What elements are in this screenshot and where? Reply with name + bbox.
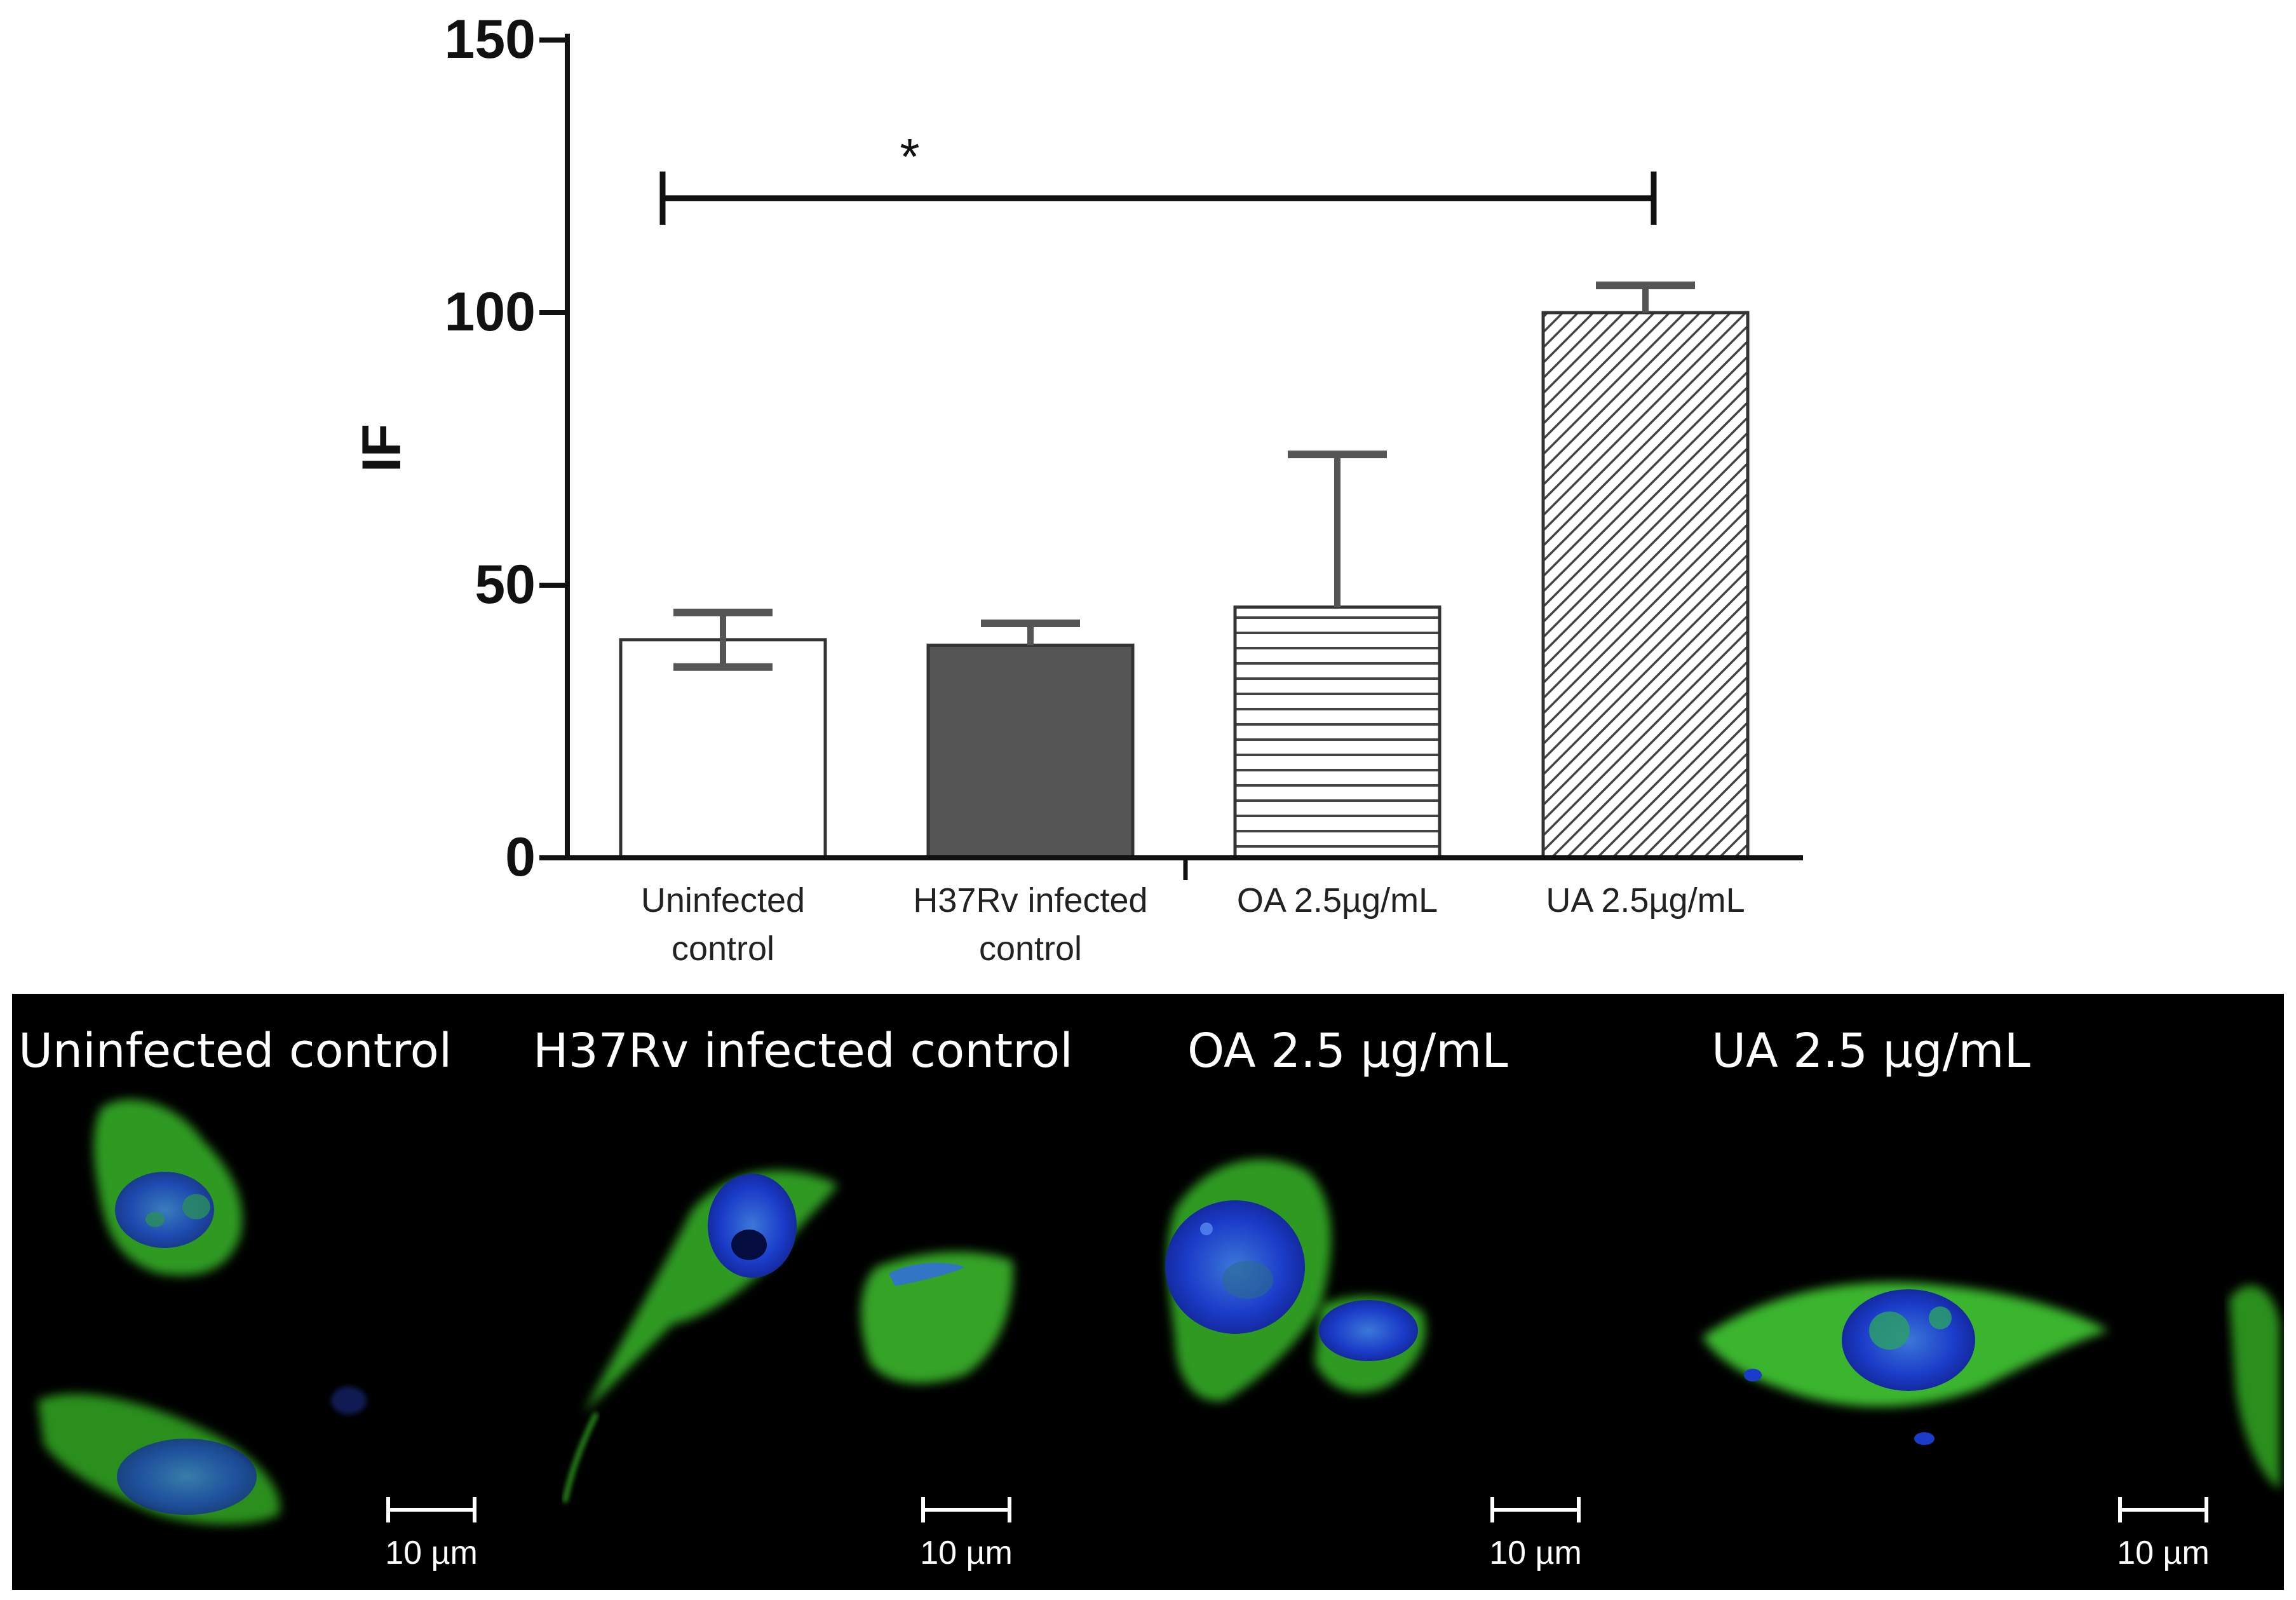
bar-chart: Uninfected control H37Rv infected control OA… [351,9,1803,968]
y-tick-label-2: 100 [445,281,536,342]
panel-label-3: UA 2.5 µg/mL [1712,1024,2030,1078]
cell-group-uninfected [37,1099,367,1524]
x-tick-label-1: H37Rv infected control [913,881,1147,968]
panel-label-2: OA 2.5 µg/mL [1187,1024,1508,1078]
x-tick-label-0: Uninfected control [641,881,805,968]
x-tick-label-3: UA 2.5µg/mL [1546,881,1745,919]
bar-0 [619,638,827,860]
cell-group-oa [1165,1159,1426,1402]
cell-group-h37rv [562,1170,1013,1503]
panel-label-0: Uninfected control [18,1024,452,1078]
y-tick-label-1: 50 [475,554,536,615]
micrograph-image: Uninfected control H37Rv infected control… [18,1024,2280,1571]
x-tick-label-2: OA 2.5µg/mL [1237,881,1438,919]
scale-label-3: 10 µm [2117,1535,2210,1571]
bar-3 [1541,311,1750,860]
bar-1 [926,643,1135,860]
y-tick-label-0: 0 [505,827,536,888]
bar-2 [1233,605,1442,860]
cell-group-ua [1702,1282,2280,1489]
scale-label-2: 10 µm [1489,1535,1582,1571]
micrograph-panel: Uninfected control H37Rv infected control… [12,994,2284,1590]
y-tick-label-3: 150 [445,9,536,70]
significance-label: * [900,128,919,185]
scale-label-1: 10 µm [920,1535,1013,1571]
scale-label-0: 10 µm [385,1535,478,1571]
y-axis-label: IF [351,424,412,472]
panel-label-1: H37Rv infected control [533,1024,1073,1078]
